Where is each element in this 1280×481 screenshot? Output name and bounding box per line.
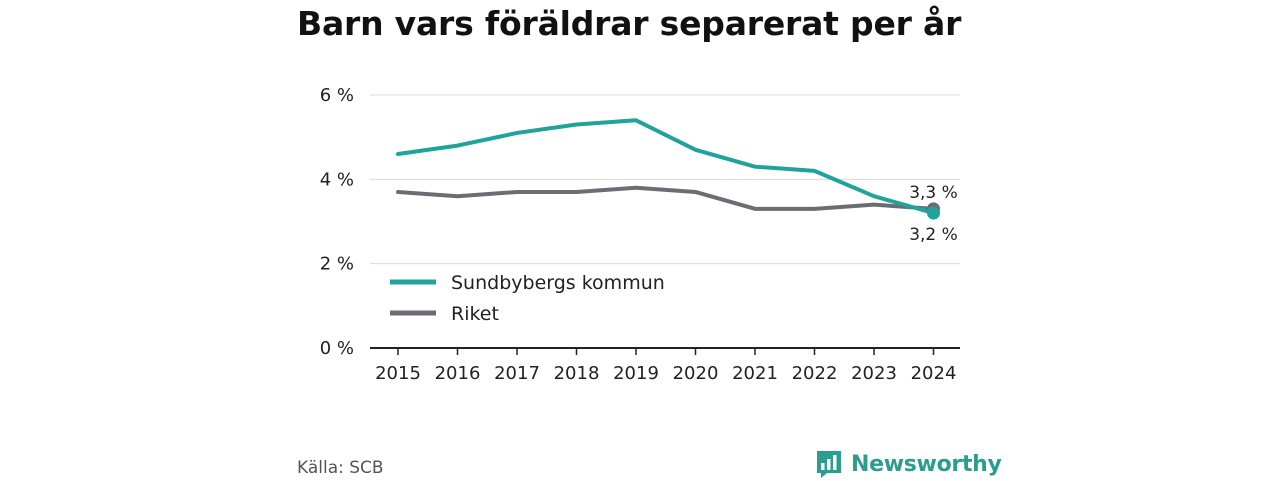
brand-logo: Newsworthy bbox=[815, 447, 1002, 481]
x-tick-label: 2019 bbox=[613, 363, 659, 384]
x-tick-label: 2018 bbox=[554, 363, 600, 384]
legend-label: Sundbybergs kommun bbox=[451, 272, 665, 294]
x-tick-label: 2016 bbox=[435, 363, 481, 384]
source-note: Källa: SCB bbox=[297, 458, 384, 478]
series-line bbox=[396, 118, 936, 216]
x-tick-label: 2020 bbox=[673, 363, 719, 384]
brand-name: Newsworthy bbox=[851, 451, 1002, 477]
bar-chart-logo-icon bbox=[817, 451, 841, 478]
y-tick-label: 4 % bbox=[320, 169, 354, 190]
end-value-label: 3,3 % bbox=[909, 183, 958, 203]
y-tick-label: 6 % bbox=[320, 85, 354, 106]
chart-title: Barn vars föräldrar separerat per år bbox=[297, 4, 962, 43]
series-end-point bbox=[927, 206, 940, 220]
series-line bbox=[396, 185, 936, 211]
x-tick-label: 2024 bbox=[911, 363, 957, 384]
x-tick-label: 2015 bbox=[375, 363, 421, 384]
end-value-label: 3,2 % bbox=[909, 225, 958, 245]
y-tick-label: 0 % bbox=[320, 338, 354, 359]
y-tick-label: 2 % bbox=[320, 254, 354, 275]
legend-label: Riket bbox=[451, 303, 499, 325]
x-tick-label: 2021 bbox=[732, 363, 778, 384]
x-tick-label: 2023 bbox=[851, 363, 897, 384]
x-tick-label: 2022 bbox=[792, 363, 838, 384]
x-tick-label: 2017 bbox=[494, 363, 540, 384]
